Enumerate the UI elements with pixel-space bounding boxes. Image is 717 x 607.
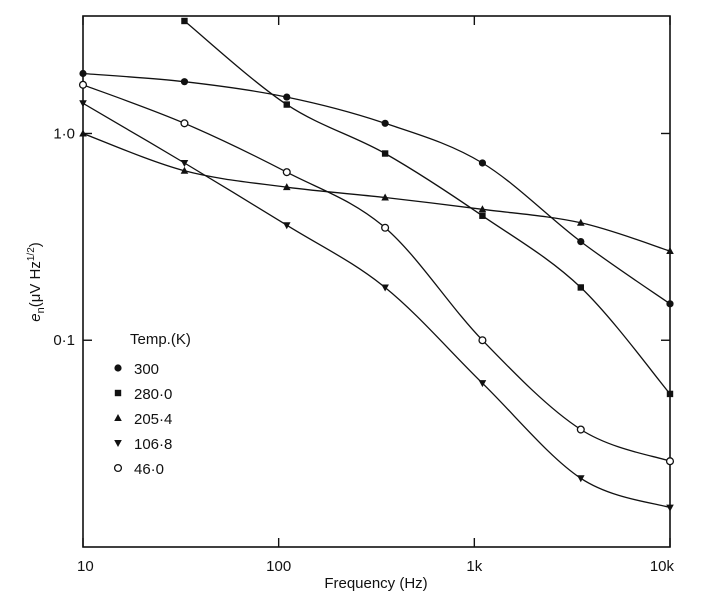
data-point <box>576 475 585 483</box>
y-tick-label: 1·0 <box>53 125 75 142</box>
series-line <box>83 84 670 462</box>
y-tick-label: 0·1 <box>53 332 75 349</box>
data-point <box>381 193 389 201</box>
series-3 <box>79 100 674 512</box>
data-point <box>180 119 189 128</box>
data-point <box>79 129 87 137</box>
x-tick-label: 1k <box>466 558 482 575</box>
data-point <box>478 336 487 345</box>
data-point <box>282 222 291 230</box>
legend-marker <box>114 414 122 421</box>
axis-ticks: 10 100 1k 10k 1·0 0·1 <box>53 16 674 575</box>
x-tick-label: 100 <box>266 558 291 575</box>
y-axis-label-sub: n <box>35 307 47 313</box>
series-line <box>184 20 670 395</box>
y-axis-label-main: e <box>27 313 44 321</box>
x-tick-label: 10 <box>77 558 94 575</box>
series-line <box>83 72 670 305</box>
data-point <box>180 78 189 86</box>
data-point <box>381 119 389 127</box>
legend-marker <box>114 389 122 397</box>
y-axis-label: en(μV Hz1/2) <box>26 242 47 322</box>
legend-label: 300 <box>134 361 159 378</box>
legend-label: 205·4 <box>134 411 172 428</box>
data-point <box>479 212 486 219</box>
legend-marker <box>113 463 123 473</box>
y-axis-label-close: ) <box>27 242 44 247</box>
data-point <box>78 80 88 89</box>
data-point <box>180 159 189 167</box>
data-point <box>381 150 389 157</box>
series-2 <box>79 129 674 255</box>
data-point <box>79 69 87 78</box>
data-point <box>381 223 390 232</box>
series-4 <box>78 80 675 466</box>
data-point <box>79 100 87 108</box>
data-point <box>478 205 487 213</box>
data-point <box>478 380 487 388</box>
legend-marker <box>114 440 122 447</box>
legend-title: Temp.(K) <box>130 331 191 348</box>
data-point <box>666 247 674 255</box>
plot-frame <box>82 15 671 548</box>
data-point <box>576 425 585 434</box>
data-point <box>282 183 291 191</box>
data-point <box>283 101 290 108</box>
y-axis-label-sup: 1/2 <box>26 247 37 261</box>
data-point <box>283 93 291 101</box>
data-point <box>282 168 291 177</box>
x-axis-label: Frequency (Hz) <box>324 575 427 592</box>
data-point <box>181 17 188 25</box>
data-point <box>666 300 674 308</box>
data-point <box>576 218 585 226</box>
series-layer <box>78 17 675 512</box>
y-axis-label-rest: (μV Hz <box>27 261 44 307</box>
data-point <box>478 159 487 167</box>
data-point <box>666 390 674 398</box>
legend-label: 46·0 <box>134 461 164 478</box>
legend-marker <box>114 364 122 372</box>
data-point <box>381 284 389 292</box>
data-point <box>577 284 584 291</box>
legend-label: 280·0 <box>134 386 172 403</box>
series-0 <box>79 69 674 308</box>
data-point <box>577 237 585 246</box>
series-1 <box>181 17 674 398</box>
series-line <box>83 132 670 252</box>
data-point <box>180 166 189 174</box>
data-point <box>665 457 675 466</box>
data-point <box>666 504 674 512</box>
x-tick-label: 10k <box>650 558 675 575</box>
legend-label: 106·8 <box>134 436 172 453</box>
legend: Temp.(K) 300 280·0 205·4 106·8 46·0 <box>113 331 191 478</box>
